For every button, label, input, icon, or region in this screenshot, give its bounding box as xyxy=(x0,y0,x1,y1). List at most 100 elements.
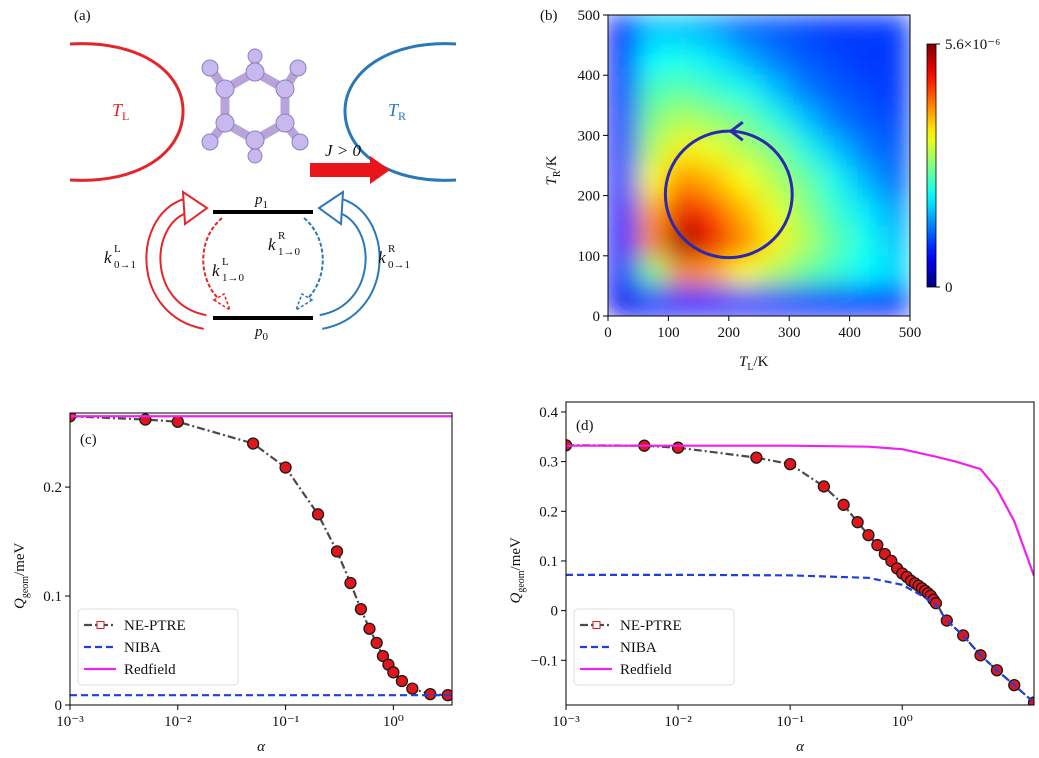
heat-cell xyxy=(849,44,881,76)
label-symbol: T xyxy=(388,100,400,120)
heat-cell xyxy=(667,255,700,287)
heatmap xyxy=(608,15,910,316)
heat-cell xyxy=(758,285,790,316)
heat-cell xyxy=(849,74,881,106)
heat-cell xyxy=(788,134,820,166)
data-point xyxy=(929,597,943,610)
data-point xyxy=(363,622,376,635)
heat-cell xyxy=(637,15,669,46)
y-tick-label: 0.1 xyxy=(43,589,62,605)
x-axis-label: α xyxy=(796,739,805,755)
label-symbol: T xyxy=(112,100,124,120)
label-symbol: Q xyxy=(12,598,28,609)
legend-marker xyxy=(96,621,105,629)
heat-cell xyxy=(818,134,851,166)
y-tick-label: 100 xyxy=(578,249,601,265)
heat-cell xyxy=(667,74,700,106)
heat-cell xyxy=(608,195,639,227)
x-axis-label: α xyxy=(257,739,266,755)
y-tick-label: −0.1 xyxy=(531,653,558,669)
right-bath-label: TR xyxy=(388,100,406,123)
heat-cell xyxy=(728,15,760,46)
rate-arrow-dashed xyxy=(303,217,324,303)
heat-cell xyxy=(849,134,881,166)
legend-box xyxy=(77,608,239,686)
heat-cell xyxy=(728,74,760,106)
plot-area xyxy=(566,439,1034,705)
legend: NE-PTRE NIBA Redfield xyxy=(573,608,735,686)
heat-cell xyxy=(667,225,700,257)
heat-cell xyxy=(818,15,851,46)
heat-cell xyxy=(728,285,760,316)
label-unit: /meV xyxy=(12,542,28,575)
heat-cell xyxy=(758,15,790,46)
heat-cell xyxy=(879,285,910,316)
heat-cell xyxy=(788,104,820,136)
heat-cell xyxy=(637,44,669,76)
data-point xyxy=(817,480,831,493)
x-tick-label: 10⁻² xyxy=(664,714,692,730)
heat-cell xyxy=(608,44,639,76)
atom xyxy=(247,148,263,164)
heat-cell xyxy=(698,285,730,316)
x-tick-label: 10⁻³ xyxy=(552,714,580,730)
y-tick-label: 0 xyxy=(593,309,601,325)
rate-symbol: k xyxy=(212,261,220,280)
x-tick-label: 10⁻² xyxy=(164,714,192,730)
x-tick-label: 100 xyxy=(657,325,680,341)
heat-cell xyxy=(849,104,881,136)
rate-labels: k L 0→1 k L 1→0 k R 1→0 k R 0→1 xyxy=(104,230,410,284)
data-point xyxy=(387,666,400,679)
y-tick-label: 0.4 xyxy=(539,405,558,421)
rate-symbol: k xyxy=(378,248,386,267)
label-symbol: T xyxy=(739,354,749,370)
data-point xyxy=(671,441,685,454)
heat-cell xyxy=(758,104,790,136)
level-label: p0 xyxy=(254,324,269,343)
heat-cell xyxy=(698,134,730,166)
rate-subscript: 0→1 xyxy=(114,259,136,271)
rate-arrow-dashed xyxy=(202,217,223,303)
rate-superscript: R xyxy=(388,243,396,255)
heat-cell xyxy=(728,134,760,166)
label-subscript: 1 xyxy=(263,199,269,211)
heat-cell xyxy=(849,195,881,227)
y-tick-label: 300 xyxy=(578,128,601,144)
legend-box xyxy=(573,608,735,686)
heat-cell xyxy=(788,44,820,76)
plot-area xyxy=(70,413,452,702)
heat-cell xyxy=(667,165,700,197)
data-point xyxy=(354,602,368,616)
x-tick-label: 400 xyxy=(838,325,861,341)
rate-subscript: 1→0 xyxy=(222,272,245,284)
legend-marker xyxy=(592,621,601,629)
ring-bond xyxy=(220,66,290,146)
x-tick-label: 10⁻¹ xyxy=(272,714,299,730)
label-unit: /meV xyxy=(508,537,524,570)
y-tick-label: 0.3 xyxy=(539,455,558,471)
heat-cell xyxy=(788,225,820,257)
heat-cell xyxy=(788,165,820,197)
x-tick-label: 10⁰ xyxy=(892,714,913,730)
label-symbol: p xyxy=(254,324,263,340)
heat-cell xyxy=(637,285,669,316)
heat-cell xyxy=(879,44,910,76)
arrow-head xyxy=(317,190,345,226)
data-point xyxy=(370,636,383,650)
current-label: J > 0 xyxy=(325,141,362,160)
atom xyxy=(275,79,295,99)
rate-superscript: R xyxy=(278,230,286,242)
atom xyxy=(201,133,219,151)
heat-cell xyxy=(849,285,881,316)
y-tick-label: 0.1 xyxy=(539,554,558,570)
data-point xyxy=(330,545,344,558)
arrow-head xyxy=(181,190,209,226)
heat-cell xyxy=(698,74,730,106)
heat-cell xyxy=(849,15,881,46)
label-subscript: geom xyxy=(20,576,31,598)
heat-cell xyxy=(849,225,881,257)
heat-cell xyxy=(698,255,730,287)
y-tick-label: 500 xyxy=(578,8,601,24)
data-point xyxy=(376,649,390,663)
